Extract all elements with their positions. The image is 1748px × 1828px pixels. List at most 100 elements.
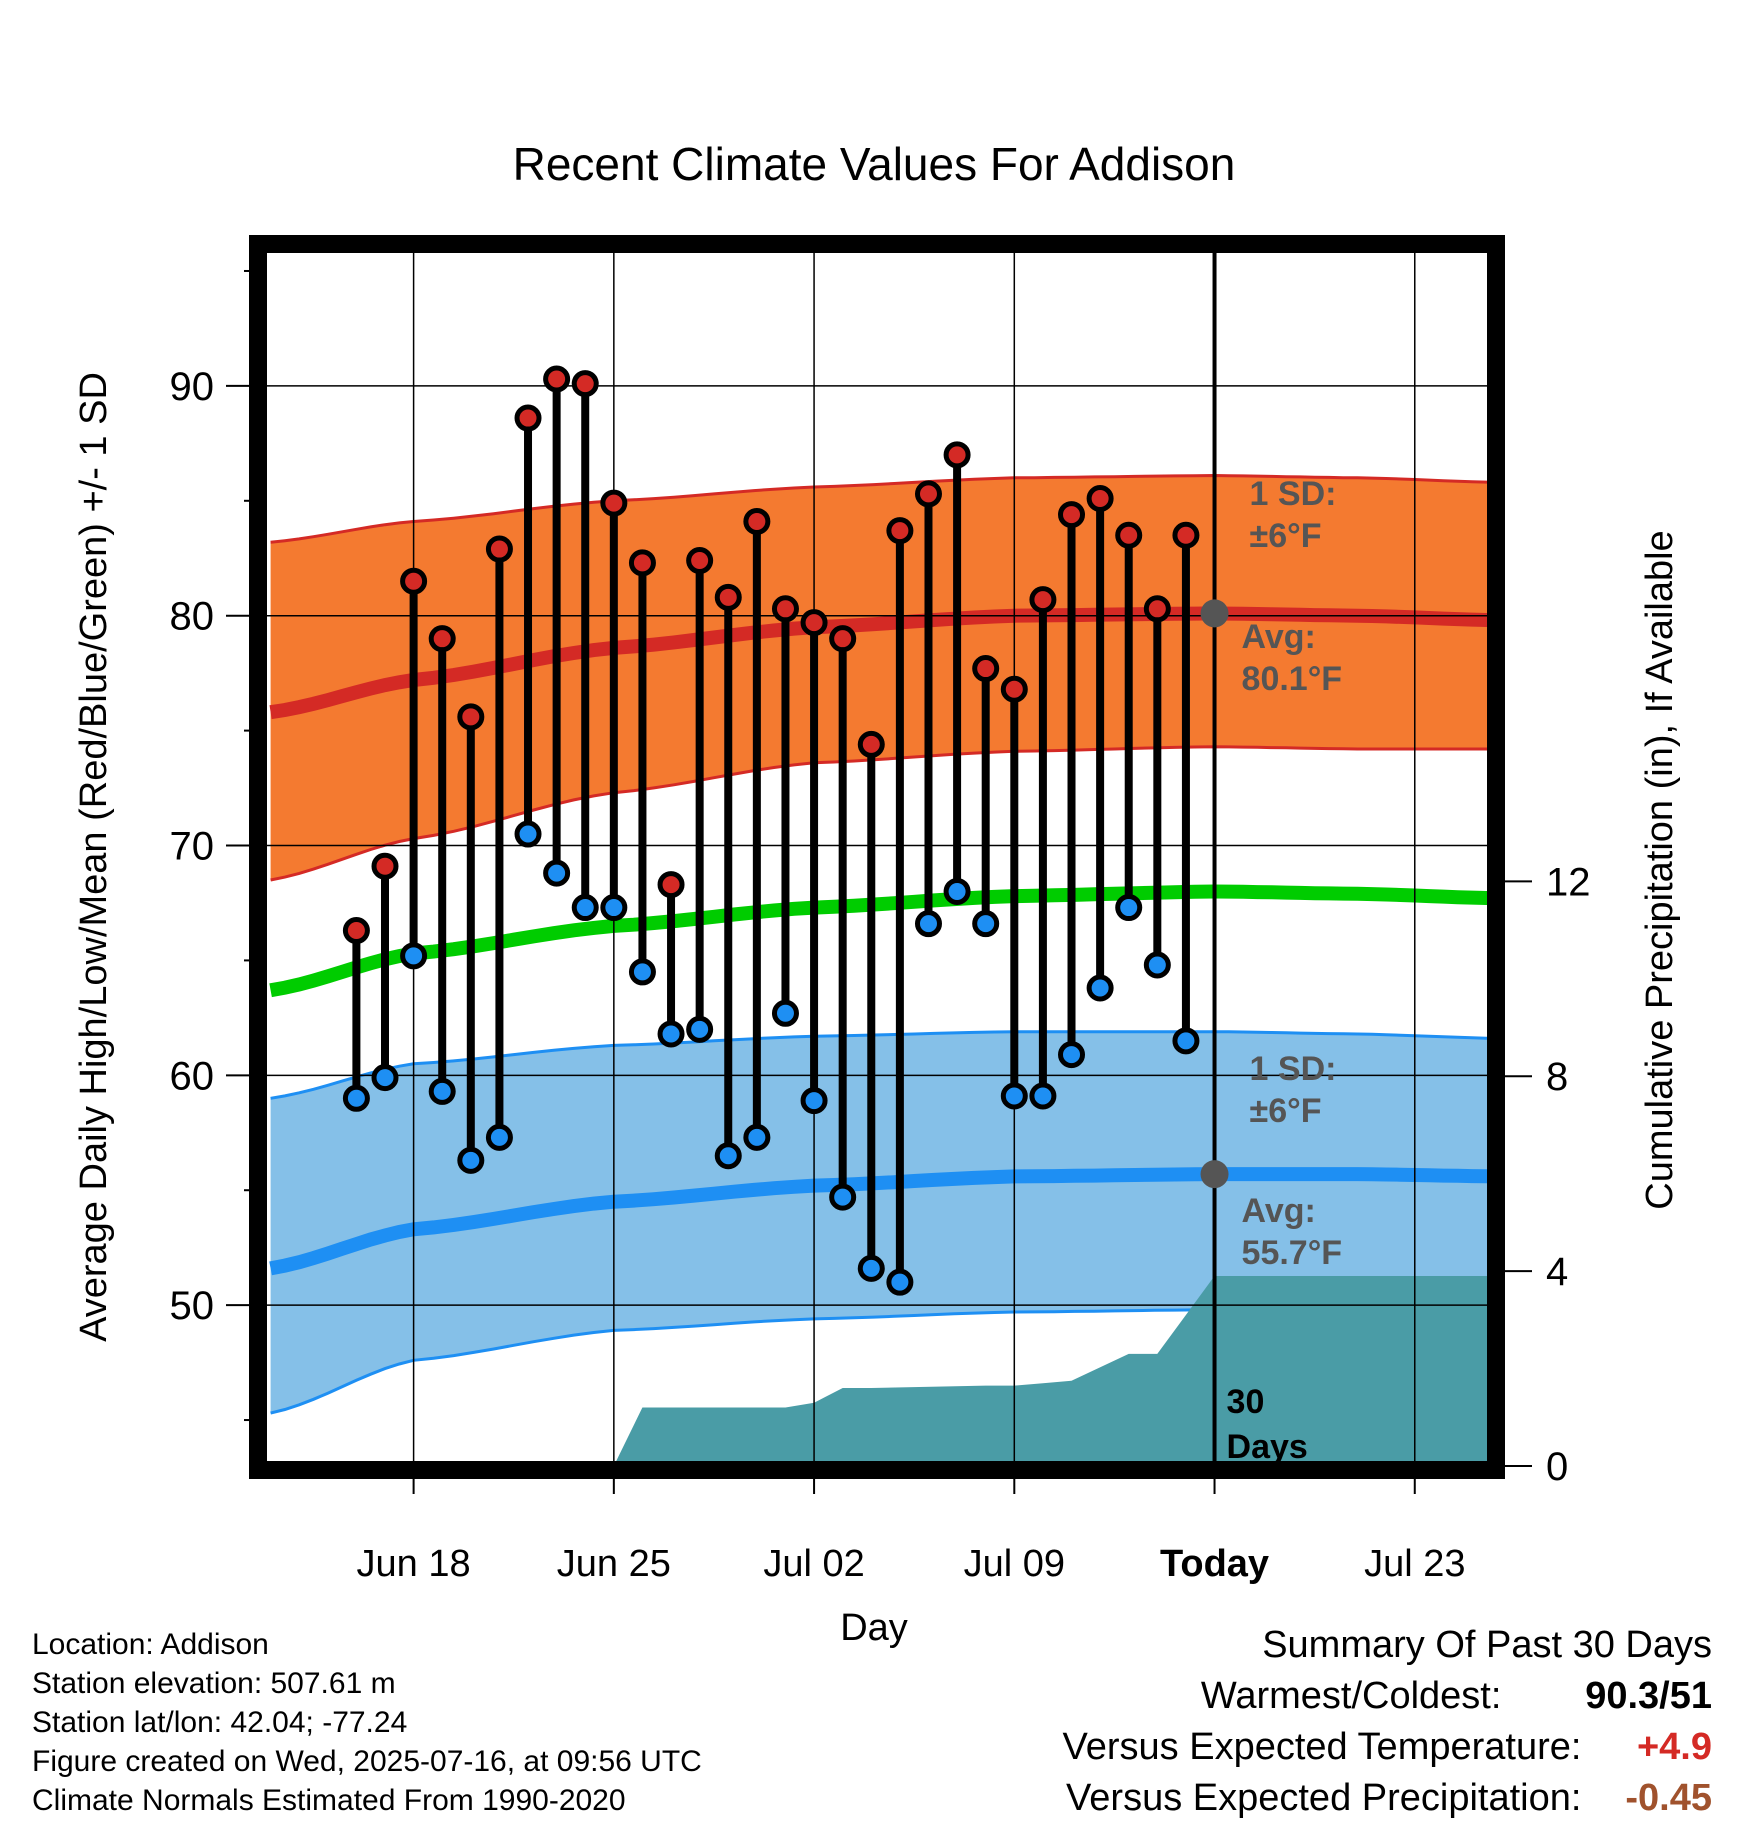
precip-area xyxy=(270,1276,1492,1466)
daily-high-point xyxy=(714,583,742,611)
low-sd-band-upper-edge xyxy=(270,1030,1492,1100)
daily-low-point xyxy=(600,894,628,922)
daily-high-point xyxy=(800,609,828,637)
daily-high-point xyxy=(886,517,914,545)
precip-value: -0.45 xyxy=(1625,1777,1712,1819)
daily-high-point xyxy=(1029,586,1057,614)
daily-low-point xyxy=(857,1254,885,1282)
y-left-tick-label: 50 xyxy=(170,1284,215,1328)
y-axis-left-label: Average Daily High/Low/Mean (Red/Blue/Gr… xyxy=(73,372,115,1342)
y-right-tick-label: 12 xyxy=(1546,860,1591,904)
daily-low-point xyxy=(342,1084,370,1112)
daily-low-point xyxy=(628,958,656,986)
daily-low-point xyxy=(428,1077,456,1105)
daily-low-point xyxy=(1143,951,1171,979)
daily-high-point xyxy=(428,625,456,653)
daily-low-point xyxy=(1172,1027,1200,1055)
daily-high-point xyxy=(1115,521,1143,549)
daily-low-point xyxy=(886,1268,914,1296)
y-right-tick-label: 4 xyxy=(1546,1250,1568,1294)
daily-high-point xyxy=(400,567,428,595)
daily-low-point xyxy=(914,910,942,938)
low-avg-label: Avg: xyxy=(1242,1192,1316,1230)
elevation-text: Station elevation: 507.61 m xyxy=(32,1667,396,1700)
x-tick-label: Jul 09 xyxy=(964,1543,1065,1585)
daily-high-point xyxy=(371,852,399,880)
summary-temp-row: Versus Expected Temperature: +4.9 xyxy=(1063,1722,1712,1773)
x-tick-label: Jun 18 xyxy=(357,1543,471,1585)
low-sd-band xyxy=(270,1031,1492,1414)
y-left-tick-label: 80 xyxy=(170,595,215,639)
daily-low-point xyxy=(943,877,971,905)
daily-low-point xyxy=(543,859,571,887)
daily-low-point xyxy=(800,1087,828,1115)
low-avg-value: 55.7°F xyxy=(1242,1234,1343,1272)
daily-low-point xyxy=(457,1146,485,1174)
daily-high-point xyxy=(342,917,370,945)
daily-high-point xyxy=(686,547,714,575)
daily-high-point xyxy=(543,365,571,393)
temp-label: Versus Expected Temperature: xyxy=(1062,1726,1582,1768)
plot-frame xyxy=(249,235,1505,1479)
daily-high-point xyxy=(657,871,685,899)
y-right-tick-label: 0 xyxy=(1546,1445,1568,1489)
daily-low-point xyxy=(1029,1082,1057,1110)
today-low-marker xyxy=(1200,1160,1229,1189)
daily-low-point xyxy=(571,894,599,922)
daily-high-point xyxy=(600,489,628,517)
daily-high-point xyxy=(1086,484,1114,512)
high-avg-value: 80.1°F xyxy=(1242,660,1343,698)
warmest-label: Warmest/Coldest: xyxy=(1200,1675,1502,1717)
daily-high-point xyxy=(1143,595,1171,623)
x-axis-label: Day xyxy=(840,1607,908,1649)
today-days-count: 30 xyxy=(1227,1383,1265,1421)
daily-low-point xyxy=(485,1123,513,1151)
daily-low-point xyxy=(1000,1082,1028,1110)
daily-low-point xyxy=(514,820,542,848)
temp-value: +4.9 xyxy=(1636,1726,1712,1768)
precip-label: Versus Expected Precipitation: xyxy=(1066,1777,1582,1819)
normals-text: Climate Normals Estimated From 1990-2020 xyxy=(32,1784,626,1817)
summary-warmest-row: Warmest/Coldest: 90.3/51 xyxy=(1063,1671,1712,1722)
today-high-marker xyxy=(1200,599,1229,628)
daily-low-point xyxy=(829,1183,857,1211)
station-info: Location: Addison Station elevation: 507… xyxy=(32,1625,702,1820)
high-sd-value: ±6°F xyxy=(1250,517,1322,555)
daily-low-point xyxy=(743,1123,771,1151)
daily-low-point xyxy=(1086,974,1114,1002)
daily-high-point xyxy=(485,535,513,563)
high-sd-label: 1 SD: xyxy=(1250,475,1337,513)
daily-low-point xyxy=(771,999,799,1027)
warmest-value: 90.3/51 xyxy=(1585,1675,1712,1717)
axes: Jun 18 Jun 25 Jul 02 Jul 09 Today Jul 23 50 60 7… xyxy=(170,269,1591,1585)
daily-low-point xyxy=(400,942,428,970)
x-tick-label: Jun 25 xyxy=(557,1543,671,1585)
y-left-tick-label: 60 xyxy=(170,1054,215,1098)
daily-low-point xyxy=(972,910,1000,938)
daily-high-point xyxy=(857,730,885,758)
normal-low-line xyxy=(269,1167,1492,1276)
y-left-tick-label: 90 xyxy=(170,365,215,409)
summary-panel: Summary Of Past 30 Days Warmest/Coldest:… xyxy=(1063,1620,1712,1824)
daily-high-point xyxy=(943,441,971,469)
plot-overlay: 1 SD: ±6°F Avg: 80.1°F 1 SD: ±6°F Avg: 55.7°F 30… xyxy=(342,248,1343,1466)
x-tick-label: Jul 23 xyxy=(1364,1543,1465,1585)
daily-low-point xyxy=(686,1015,714,1043)
daily-high-point xyxy=(571,370,599,398)
normal-mean-line xyxy=(269,884,1492,998)
daily-high-point xyxy=(914,480,942,508)
daily-high-point xyxy=(771,595,799,623)
high-sd-band-lower-edge xyxy=(270,745,1492,882)
location-text: Location: Addison xyxy=(32,1628,269,1661)
y-axis-right-label: Cumulative Precipitation (in), If Availa… xyxy=(1639,530,1681,1209)
low-sd-label: 1 SD: xyxy=(1250,1050,1337,1088)
daily-low-point xyxy=(657,1020,685,1048)
daily-high-point xyxy=(972,655,1000,683)
summary-precip-row: Versus Expected Precipitation: -0.45 xyxy=(1063,1773,1712,1824)
high-avg-label: Avg: xyxy=(1242,618,1316,656)
daily-high-point xyxy=(829,625,857,653)
created-text: Figure created on Wed, 2025-07-16, at 09… xyxy=(32,1745,702,1778)
daily-low-point xyxy=(714,1142,742,1170)
x-tick-label: Today xyxy=(1160,1543,1269,1585)
